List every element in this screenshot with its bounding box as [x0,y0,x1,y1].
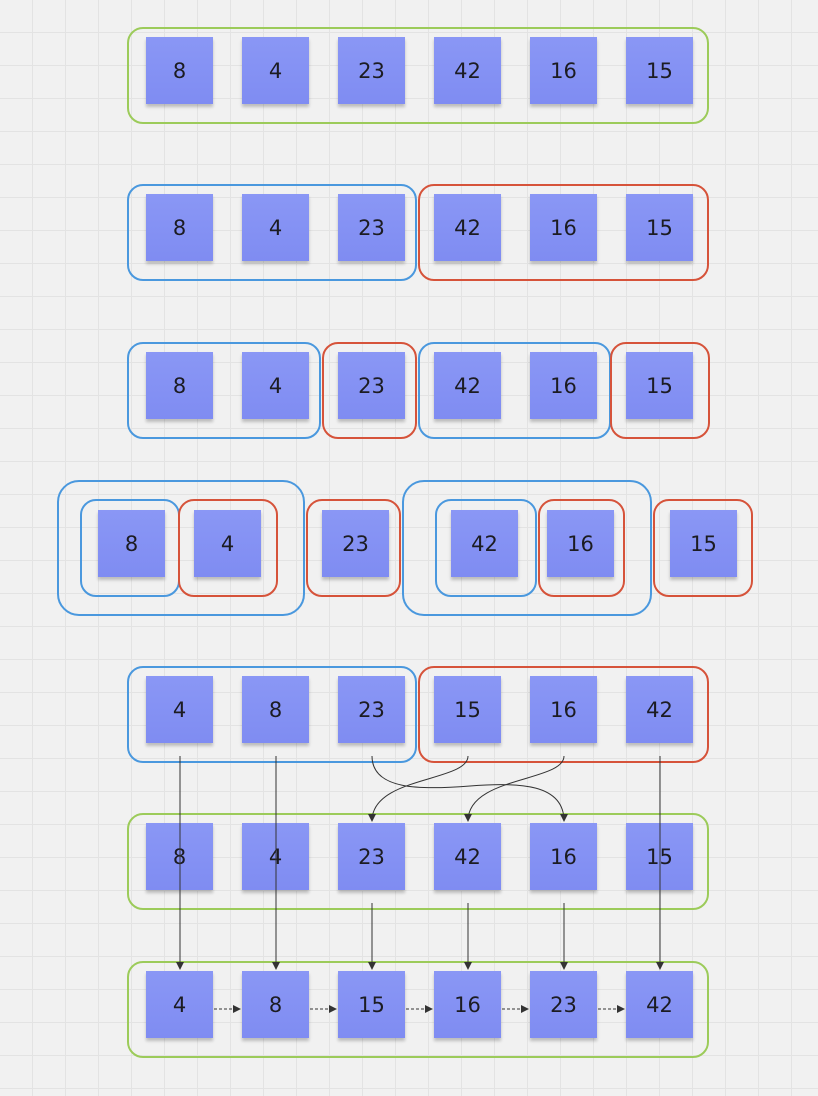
sticky-note[interactable]: 4 [146,971,213,1038]
sticky-note[interactable]: 8 [146,37,213,104]
sticky-note[interactable]: 16 [530,352,597,419]
sticky-note[interactable]: 42 [626,971,693,1038]
sticky-note[interactable]: 42 [434,823,501,890]
sticky-note[interactable]: 16 [530,676,597,743]
group-frame [322,342,417,439]
connector-arrow [368,755,469,822]
sticky-note[interactable]: 8 [146,352,213,419]
sticky-note[interactable]: 15 [338,971,405,1038]
sticky-note[interactable]: 4 [242,352,309,419]
sticky-note[interactable]: 15 [626,37,693,104]
sticky-note[interactable]: 23 [322,510,389,577]
group-frame [178,499,278,597]
sticky-note[interactable]: 4 [242,823,309,890]
array-frame-original [127,27,709,124]
sticky-note[interactable]: 8 [98,510,165,577]
sticky-note[interactable]: 4 [242,194,309,261]
sticky-note[interactable]: 15 [626,823,693,890]
sticky-note[interactable]: 42 [451,510,518,577]
right-half-frame [418,184,709,281]
sticky-note[interactable]: 42 [626,676,693,743]
sticky-note[interactable]: 42 [434,352,501,419]
sorted-array-frame [127,961,709,1058]
sticky-note[interactable]: 4 [194,510,261,577]
group-frame [435,499,537,597]
connector-arrow [464,755,565,822]
group-frame [653,499,753,597]
left-half-frame [127,184,417,281]
sticky-note[interactable]: 8 [146,823,213,890]
group-frame [610,342,710,439]
sticky-note[interactable]: 8 [242,971,309,1038]
sticky-note[interactable]: 23 [338,37,405,104]
group-frame [127,342,321,439]
group-frame [538,499,625,597]
sticky-note[interactable]: 42 [434,194,501,261]
sticky-note[interactable]: 15 [626,194,693,261]
sticky-note[interactable]: 4 [146,676,213,743]
sticky-note[interactable]: 16 [547,510,614,577]
left-merged-frame [127,666,417,763]
merge-array-frame [127,813,709,910]
group-frame [306,499,401,597]
sticky-note[interactable]: 23 [338,676,405,743]
sticky-note[interactable]: 8 [146,194,213,261]
sticky-note[interactable]: 23 [338,823,405,890]
sticky-note[interactable]: 23 [338,352,405,419]
sticky-note[interactable]: 16 [530,823,597,890]
sticky-note[interactable]: 15 [670,510,737,577]
sticky-note[interactable]: 8 [242,676,309,743]
sticky-note[interactable]: 23 [338,194,405,261]
sticky-note[interactable]: 4 [242,37,309,104]
sticky-note[interactable]: 16 [434,971,501,1038]
group-frame [402,480,652,616]
sticky-note[interactable]: 16 [530,37,597,104]
connector-arrow [371,755,568,822]
sticky-note[interactable]: 23 [530,971,597,1038]
sticky-note[interactable]: 16 [530,194,597,261]
sticky-note[interactable]: 15 [434,676,501,743]
sticky-note[interactable]: 42 [434,37,501,104]
sticky-note[interactable]: 15 [626,352,693,419]
group-frame [57,480,305,616]
